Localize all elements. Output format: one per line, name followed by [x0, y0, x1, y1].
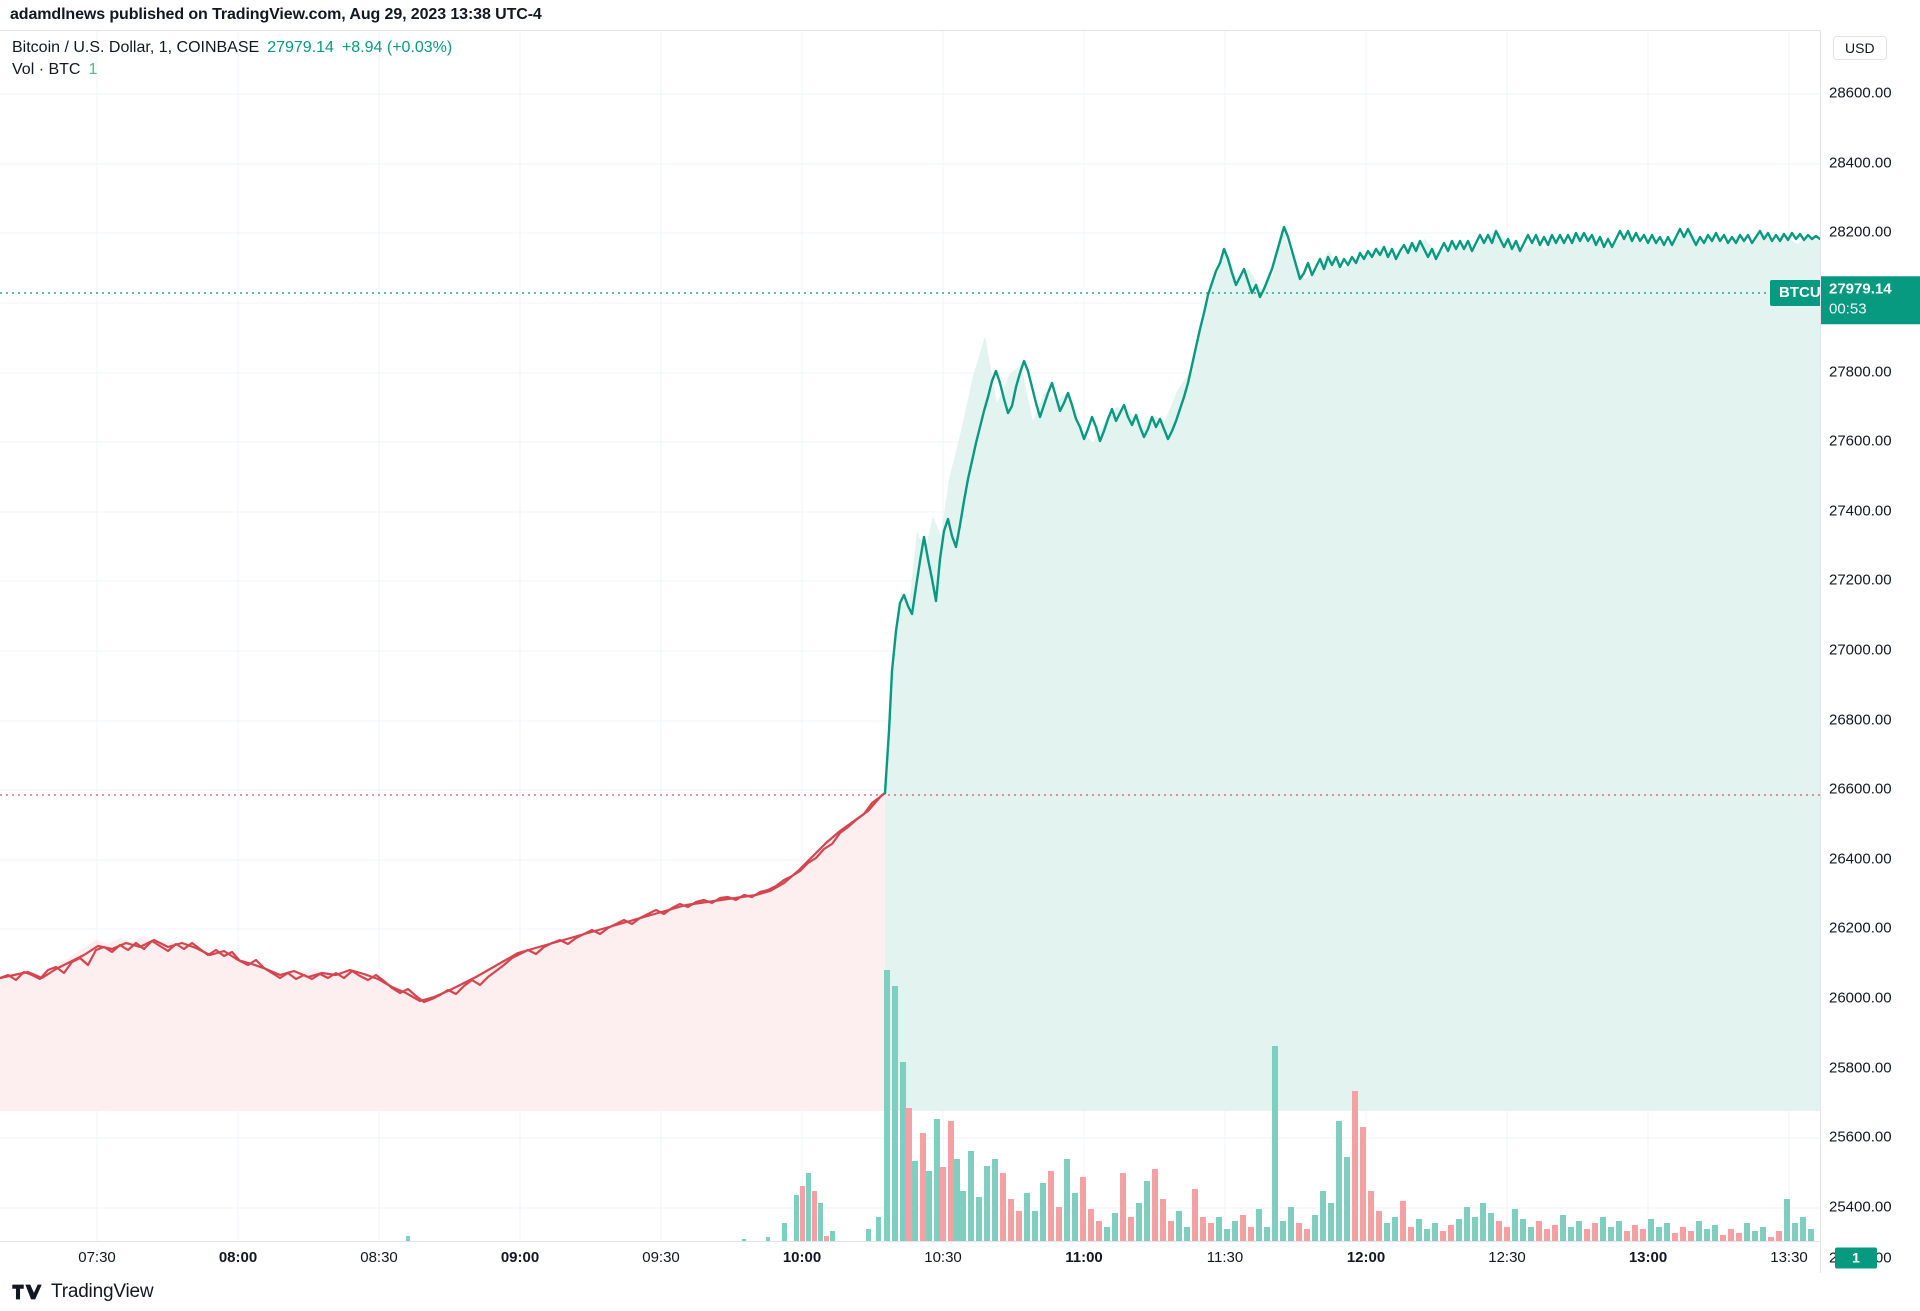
currency-selector[interactable]: USD: [1833, 36, 1887, 60]
time-tick: 12:00: [1346, 1249, 1386, 1266]
tradingview-brand-text: TradingView: [51, 1281, 154, 1302]
time-tick: 07:30: [78, 1249, 116, 1266]
price-tick: 28400.00: [1829, 154, 1892, 172]
price-line-up: [883, 225, 1820, 795]
legend-symbol-title: Bitcoin / U.S. Dollar, 1, COINBASE: [12, 39, 260, 56]
time-tick: 08:30: [360, 1249, 398, 1266]
time-tick: 11:30: [1206, 1249, 1244, 1266]
price-line-down-detail: [0, 791, 887, 1004]
time-axis[interactable]: 07:30 08:00 08:30 09:00 09:30 10:00 10:3…: [0, 1241, 1820, 1273]
legend-last-price: 27979.14: [267, 39, 334, 56]
currency-label: USD: [1845, 40, 1875, 56]
price-tick: 28600.00: [1829, 84, 1892, 102]
price-tick: 27400.00: [1829, 502, 1892, 520]
price-tick: 27800.00: [1829, 363, 1892, 381]
chart-pane[interactable]: BTCUSD: [0, 31, 1820, 1242]
time-tick: 13:00: [1628, 1249, 1668, 1266]
volume-bars: [406, 970, 1814, 1242]
time-tick: 10:30: [924, 1249, 962, 1266]
time-tick: 08:00: [218, 1249, 258, 1266]
publish-text: adamdlnews published on TradingView.com,…: [10, 6, 542, 23]
current-price-badge[interactable]: 27979.14 00:53: [1821, 276, 1920, 324]
chart-frame: BTCUSD Bitcoin / U.S. Dollar, 1, COINBAS…: [0, 30, 1920, 1273]
price-axis[interactable]: USD 28600.00 28400.00 28200.00 28000.00 …: [1820, 30, 1920, 1273]
time-tick: 11:00: [1065, 1249, 1103, 1266]
price-tick: 26400.00: [1829, 850, 1892, 868]
chart-legend: Bitcoin / U.S. Dollar, 1, COINBASE 27979…: [12, 37, 452, 81]
price-tick: 26200.00: [1829, 919, 1892, 937]
legend-change: +8.94 (+0.03%): [341, 39, 453, 56]
price-tick: 27000.00: [1829, 641, 1892, 659]
time-tick: 10:00: [782, 1249, 822, 1266]
chart-canvas: [0, 31, 1820, 1242]
price-tick: 26800.00: [1829, 711, 1892, 729]
bar-countdown: 00:53: [1829, 300, 1867, 318]
price-tick: 27600.00: [1829, 432, 1892, 450]
symbol-flag-label: BTCUSD: [1779, 284, 1820, 301]
time-tick: 09:00: [500, 1249, 540, 1266]
symbol-flag-badge: BTCUSD: [1770, 280, 1820, 306]
time-tick: 09:30: [642, 1249, 680, 1266]
legend-volume-value: 1: [88, 61, 98, 79]
price-tick: 26600.00: [1829, 780, 1892, 798]
legend-volume-label: Vol · BTC: [12, 61, 81, 79]
time-tick: 12:30: [1488, 1249, 1526, 1266]
legend-row-price[interactable]: Bitcoin / U.S. Dollar, 1, COINBASE 27979…: [12, 37, 452, 59]
tradingview-logo-icon[interactable]: [12, 1283, 42, 1301]
price-tick: 25400.00: [1829, 1198, 1892, 1216]
time-tick: 13:30: [1770, 1249, 1808, 1266]
current-price-value: 27979.14: [1829, 280, 1892, 298]
price-area-down-body: [0, 793, 885, 1111]
publish-attribution: adamdlnews published on TradingView.com,…: [0, 0, 1920, 30]
price-tick: 27200.00: [1829, 571, 1892, 589]
price-tick: 25600.00: [1829, 1128, 1892, 1146]
price-tick: 25800.00: [1829, 1059, 1892, 1077]
price-tick: 26000.00: [1829, 989, 1892, 1007]
volume-badge-label: 1: [1852, 1249, 1860, 1266]
price-area-up: [885, 227, 1820, 1111]
volume-value-badge[interactable]: 1: [1835, 1247, 1877, 1269]
footer: TradingView: [0, 1273, 1920, 1311]
price-tick: 28200.00: [1829, 223, 1892, 241]
legend-row-volume[interactable]: Vol · BTC 1: [12, 59, 452, 81]
